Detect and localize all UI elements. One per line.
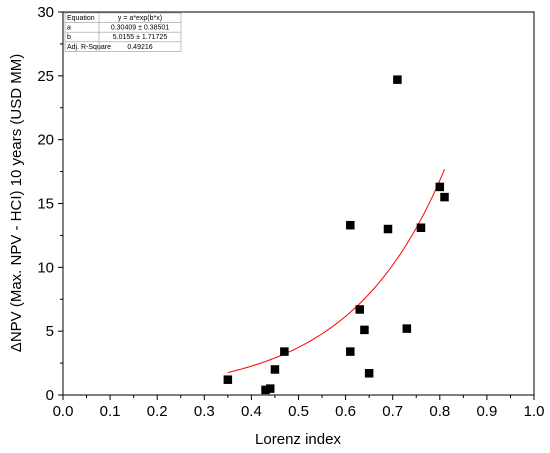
x-tick-label: 0.6: [335, 403, 356, 420]
data-point: [346, 220, 355, 230]
x-tick-label: 1.0: [524, 403, 545, 420]
y-tick-label: 30: [37, 4, 54, 21]
plot-frame: [62, 11, 535, 396]
y-tick-label: 5: [46, 323, 54, 340]
stats-value: 0.30409 ± 0.38501: [111, 25, 169, 32]
data-point: [223, 375, 233, 384]
stats-value: y = a*exp(b*x): [118, 15, 162, 22]
data-point: [383, 224, 393, 234]
stats-label: Equation: [67, 15, 95, 22]
y-tick-label: 20: [37, 132, 54, 149]
y-tick-label: 15: [37, 196, 54, 213]
data-point: [416, 223, 426, 233]
x-tick-label: 0.0: [53, 403, 74, 420]
x-tick-label: 0.2: [147, 403, 168, 420]
x-axis-title: Lorenz index: [255, 431, 341, 448]
x-tick-label: 0.4: [241, 403, 262, 420]
stats-label: b: [67, 34, 71, 41]
data-point: [402, 324, 412, 333]
stats-value: 5.0155 ± 1.71725: [113, 34, 168, 41]
x-tick-label: 0.7: [382, 403, 403, 420]
data-point: [265, 384, 275, 393]
y-tick-label: 25: [37, 68, 54, 85]
stats-value: 0.49216: [127, 44, 152, 51]
x-tick-label: 0.1: [100, 403, 121, 420]
stats-label: Adj. R-Square: [67, 44, 111, 51]
stats-label: a: [67, 25, 71, 32]
x-tick-label: 0.5: [288, 403, 309, 420]
data-point: [360, 325, 369, 335]
data-point: [393, 75, 402, 84]
data-point: [440, 192, 449, 202]
data-point: [355, 305, 364, 314]
y-tick-label: 0: [46, 387, 54, 404]
x-tick-label: 0.8: [429, 403, 450, 420]
data-point: [270, 365, 280, 374]
y-axis-title: ΔNPV (Max. NPV - HCI) 10 years (USD MM): [8, 54, 25, 352]
data-point: [435, 182, 445, 192]
fit-curve: [227, 169, 445, 374]
data-point: [261, 385, 270, 395]
data-point: [346, 347, 355, 356]
data-point: [280, 347, 289, 356]
x-tick-label: 0.9: [476, 403, 497, 420]
x-tick-label: 0.3: [194, 403, 215, 420]
data-point: [364, 369, 374, 378]
y-tick-label: 10: [37, 259, 54, 276]
